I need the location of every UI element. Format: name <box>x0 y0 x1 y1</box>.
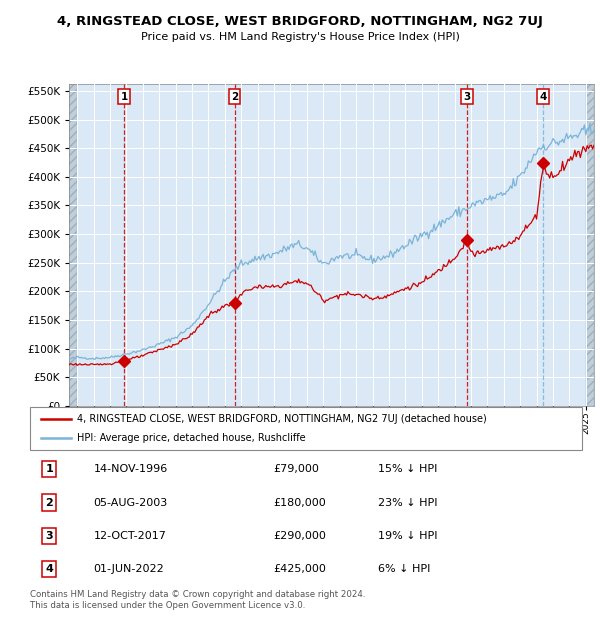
Text: 4: 4 <box>540 92 547 102</box>
Text: Contains HM Land Registry data © Crown copyright and database right 2024.
This d: Contains HM Land Registry data © Crown c… <box>30 590 365 609</box>
Text: 4: 4 <box>46 564 53 574</box>
Text: £425,000: £425,000 <box>273 564 326 574</box>
Bar <box>586 84 594 406</box>
Text: 4, RINGSTEAD CLOSE, WEST BRIDGFORD, NOTTINGHAM, NG2 7UJ: 4, RINGSTEAD CLOSE, WEST BRIDGFORD, NOTT… <box>57 16 543 29</box>
Text: 3: 3 <box>46 531 53 541</box>
Text: 3: 3 <box>464 92 471 102</box>
Text: 2: 2 <box>231 92 238 102</box>
Text: £180,000: £180,000 <box>273 498 326 508</box>
Text: 14-NOV-1996: 14-NOV-1996 <box>94 464 168 474</box>
Text: 05-AUG-2003: 05-AUG-2003 <box>94 498 168 508</box>
Bar <box>69 84 77 406</box>
Text: 4, RINGSTEAD CLOSE, WEST BRIDGFORD, NOTTINGHAM, NG2 7UJ (detached house): 4, RINGSTEAD CLOSE, WEST BRIDGFORD, NOTT… <box>77 414 487 423</box>
Text: 1: 1 <box>121 92 128 102</box>
Text: 1: 1 <box>46 464 53 474</box>
Text: HPI: Average price, detached house, Rushcliffe: HPI: Average price, detached house, Rush… <box>77 433 305 443</box>
Text: 2: 2 <box>46 498 53 508</box>
Text: £290,000: £290,000 <box>273 531 326 541</box>
Text: 23% ↓ HPI: 23% ↓ HPI <box>378 498 437 508</box>
Text: 19% ↓ HPI: 19% ↓ HPI <box>378 531 437 541</box>
Text: 6% ↓ HPI: 6% ↓ HPI <box>378 564 430 574</box>
Text: 15% ↓ HPI: 15% ↓ HPI <box>378 464 437 474</box>
Text: £79,000: £79,000 <box>273 464 319 474</box>
Text: 12-OCT-2017: 12-OCT-2017 <box>94 531 166 541</box>
Text: 01-JUN-2022: 01-JUN-2022 <box>94 564 164 574</box>
Text: Price paid vs. HM Land Registry's House Price Index (HPI): Price paid vs. HM Land Registry's House … <box>140 32 460 42</box>
